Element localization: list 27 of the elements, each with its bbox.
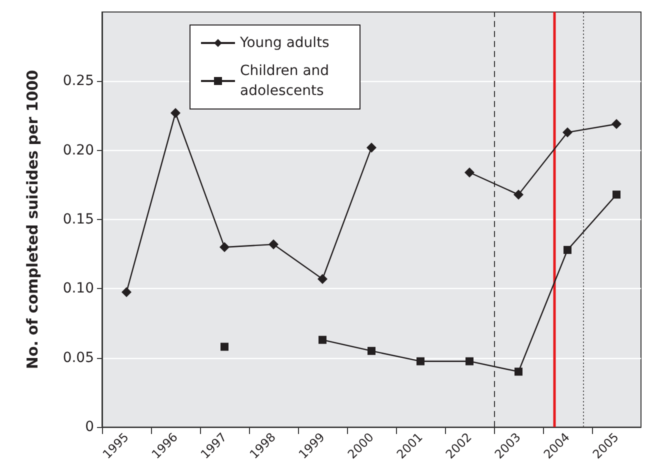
point bbox=[514, 368, 522, 376]
point bbox=[466, 357, 474, 366]
point bbox=[464, 167, 474, 178]
point bbox=[170, 108, 180, 118]
point bbox=[368, 346, 376, 355]
y-tick-label: 0.25 bbox=[62, 73, 94, 90]
point bbox=[366, 142, 376, 153]
point bbox=[220, 242, 230, 252]
point bbox=[122, 287, 132, 298]
point bbox=[268, 239, 278, 250]
point bbox=[514, 190, 524, 200]
y-tick-label: 0 bbox=[85, 419, 94, 435]
y-tick-label: 0.15 bbox=[62, 212, 94, 228]
point bbox=[318, 274, 328, 284]
y-tick-label: 0.05 bbox=[62, 350, 94, 366]
point bbox=[318, 336, 326, 344]
legend-label: Children and adolescents bbox=[240, 63, 334, 99]
y-tick-label: 0.10 bbox=[62, 280, 94, 297]
point bbox=[612, 190, 620, 199]
point bbox=[562, 127, 572, 138]
point bbox=[612, 119, 622, 130]
y-tick-label: 0.20 bbox=[62, 142, 94, 158]
legend-label: Young adults bbox=[239, 35, 330, 51]
point bbox=[564, 246, 572, 254]
point bbox=[220, 342, 228, 351]
y-axis-title: No. of completed suicides per 1000 bbox=[24, 70, 42, 370]
point bbox=[416, 357, 424, 366]
